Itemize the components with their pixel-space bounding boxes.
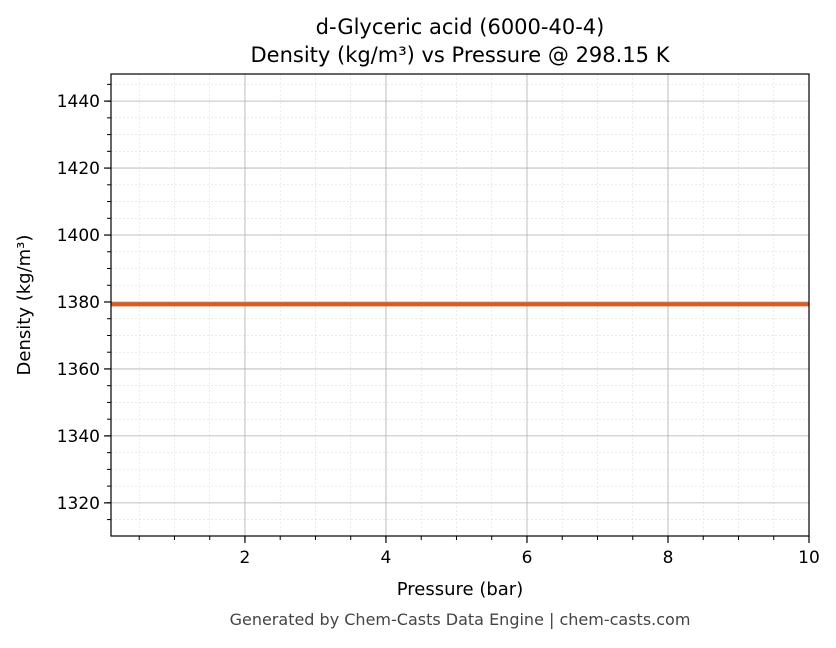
x-tick-label: 10 xyxy=(798,548,820,568)
y-tick-label: 1380 xyxy=(57,293,100,313)
x-axis-label: Pressure (bar) xyxy=(397,579,523,600)
y-tick-label: 1420 xyxy=(57,159,100,179)
x-tick-label: 4 xyxy=(381,548,392,568)
chart-subtitle: Density (kg/m³) vs Pressure @ 298.15 K xyxy=(250,43,670,67)
y-tick-label: 1320 xyxy=(57,494,100,514)
chart-title: d-Glyceric acid (6000-40-4) xyxy=(316,15,605,39)
x-tick-label: 2 xyxy=(240,548,251,568)
y-tick-label: 1360 xyxy=(57,360,100,380)
y-tick-label: 1400 xyxy=(57,226,100,246)
x-tick-label: 6 xyxy=(522,548,533,568)
y-tick-label: 1440 xyxy=(57,92,100,112)
y-axis-label: Density (kg/m³) xyxy=(14,235,35,376)
plot-frame xyxy=(110,73,810,537)
y-tick-label: 1340 xyxy=(57,427,100,447)
x-tick-label: 8 xyxy=(663,548,674,568)
footer-credit: Generated by Chem-Casts Data Engine | ch… xyxy=(230,610,691,629)
